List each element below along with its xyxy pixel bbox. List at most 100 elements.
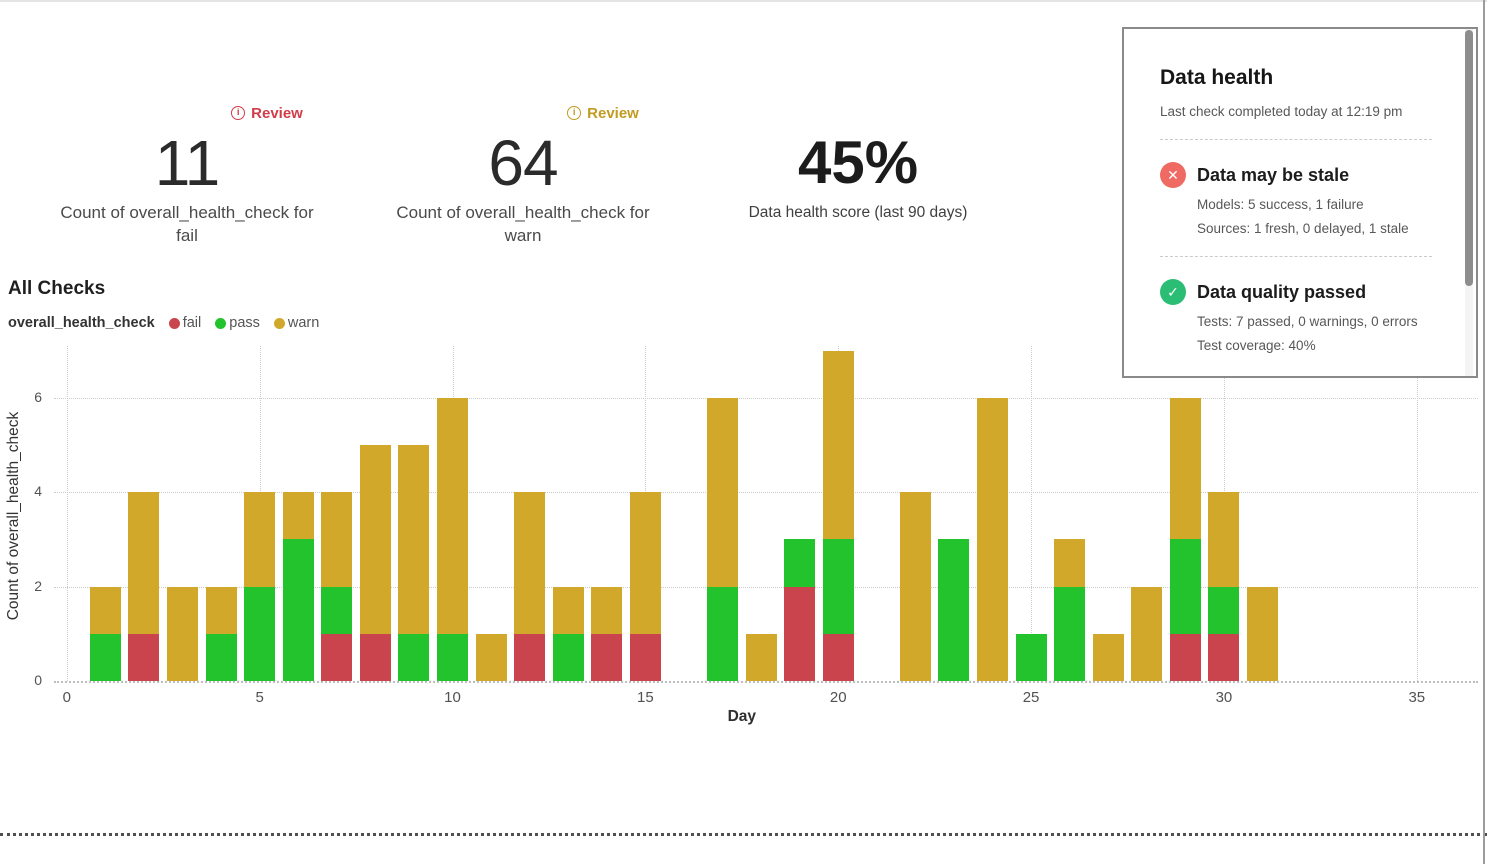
bar-day-27-warn[interactable] [1092,633,1124,681]
x-tick-label: 25 [1022,689,1040,706]
pass-dot-icon [215,317,227,329]
metric-fail-label: Count of overall_health_check for fail [60,203,314,245]
bar-day-29-pass[interactable] [1169,539,1201,634]
bar-day-29-warn[interactable] [1169,397,1201,540]
bar-day-26-warn[interactable] [1054,539,1086,587]
y-tick-label: 6 [34,388,42,405]
bar-day-29-fail[interactable] [1169,633,1201,681]
bar-day-24-warn[interactable] [977,397,1008,681]
x-axis-baseline [54,681,1478,683]
bar-day-1-pass[interactable] [89,633,121,681]
y-axis-label: Count of overall_health_check [5,411,22,621]
legend-label-fail: fail [182,315,202,331]
bar-day-12-warn[interactable] [514,492,546,634]
bar-day-23-pass[interactable] [938,539,970,681]
bar-day-30-fail[interactable] [1208,633,1240,681]
bar-day-20-fail[interactable] [822,633,854,681]
metric-warn-value: 64 [488,127,558,199]
metric-card-fail: i Review 11 Count of overall_health_chec… [36,98,338,247]
health-item-title: Data may be stale [1197,165,1350,185]
window-right-border [1483,0,1485,864]
panel-title: Data health [1160,66,1274,89]
bar-day-12-fail[interactable] [514,633,546,681]
bar-day-6-pass[interactable] [282,539,314,681]
bar-day-2-fail[interactable] [128,633,160,681]
y-tick-label: 2 [34,577,42,594]
panel-last-check-text: Last check completed today at 12:19 pm [1160,104,1403,119]
bar-day-7-pass[interactable] [321,586,353,634]
gridline-vertical [1416,346,1418,681]
panel-divider [1160,139,1432,140]
legend-item-warn[interactable]: warn [273,315,319,331]
panel-divider [1160,256,1432,257]
info-circle-icon: i [231,106,246,120]
x-circle-icon: ✕ [1160,162,1186,188]
stacked-bar-chart: 0 5 10 15 20 25 30 35 0 2 4 6 Day [0,344,1487,764]
bar-day-31-warn[interactable] [1247,586,1278,681]
data-health-panel: Data health Last check completed today a… [1122,27,1478,378]
panel-items: ✕ Data may be stale Models: 5 success, 1 f… [1160,139,1432,353]
bar-day-7-fail[interactable] [321,633,353,681]
bar-day-25-pass[interactable] [1015,633,1047,681]
bar-day-19-pass[interactable] [784,539,816,587]
bar-day-17-warn[interactable] [707,397,738,587]
bar-day-10-warn[interactable] [437,397,468,634]
bar-day-4-pass[interactable] [205,633,237,681]
bar-day-18-warn[interactable] [745,633,777,681]
metric-warn-label: Count of overall_health_check for warn [396,203,650,245]
check-circle-icon: ✓ [1160,279,1186,305]
bar-day-7-warn[interactable] [321,492,353,587]
bar-day-8-warn[interactable] [359,445,391,634]
bar-day-9-pass[interactable] [398,633,430,681]
bar-day-2-warn[interactable] [128,492,160,634]
gridline-horizontal [54,492,1478,494]
bar-day-26-pass[interactable] [1054,586,1086,681]
bar-day-17-pass[interactable] [707,586,738,681]
bar-day-11-warn[interactable] [475,633,507,681]
bar-day-20-warn[interactable] [822,350,854,540]
bar-day-3-warn[interactable] [167,586,198,681]
bar-day-30-pass[interactable] [1208,586,1240,634]
bar-day-28-warn[interactable] [1131,586,1163,681]
review-badge-warn[interactable]: i Review [452,102,754,124]
x-tick-label: 35 [1408,689,1426,706]
window-top-border [0,0,1487,2]
metric-card-warn: i Review 64 Count of overall_health_chec… [372,98,674,247]
gridline-vertical [66,346,68,681]
review-badge-fail[interactable]: i Review [116,102,418,124]
bar-day-5-pass[interactable] [244,586,276,681]
bottom-dotted-divider [0,833,1487,836]
review-badge-fail-label: Review [251,104,303,122]
legend-item-fail[interactable]: fail [168,315,202,331]
bar-day-13-pass[interactable] [552,633,584,681]
bar-day-5-warn[interactable] [244,492,276,587]
bar-day-15-warn[interactable] [629,492,661,634]
legend-item-pass[interactable]: pass [215,315,260,331]
panel-scrollbar-thumb[interactable] [1465,30,1473,286]
health-item-detail: Models: 5 success, 1 failure [1197,197,1364,212]
bar-day-1-warn[interactable] [89,586,121,634]
bar-day-15-fail[interactable] [629,633,661,681]
bar-day-14-warn[interactable] [591,586,623,634]
bar-day-8-fail[interactable] [359,633,391,681]
bar-day-30-warn[interactable] [1208,492,1240,587]
metric-fail-value: 11 [154,127,220,199]
y-tick-label: 4 [34,483,42,500]
bar-day-20-pass[interactable] [822,539,854,634]
legend-series-name: overall_health_check [8,315,155,331]
bar-day-4-warn[interactable] [205,586,237,634]
bar-day-14-fail[interactable] [591,633,623,681]
bar-day-22-warn[interactable] [899,492,931,681]
chart-legend: overall_health_check fail pass warn [8,315,319,331]
bar-day-19-fail[interactable] [784,586,816,681]
bar-day-10-pass[interactable] [437,633,468,681]
health-item: ✓ Data quality passed Tests: 7 passed, 0 w… [1160,279,1432,353]
x-tick-label: 10 [444,689,461,706]
bar-day-9-warn[interactable] [398,445,430,634]
gridline-horizontal [54,397,1478,399]
bar-day-6-warn[interactable] [282,492,314,540]
metric-score-value: 45% [797,129,919,196]
x-axis-label: Day [727,708,756,725]
bar-day-13-warn[interactable] [552,586,584,634]
legend-label-pass: pass [229,315,260,331]
